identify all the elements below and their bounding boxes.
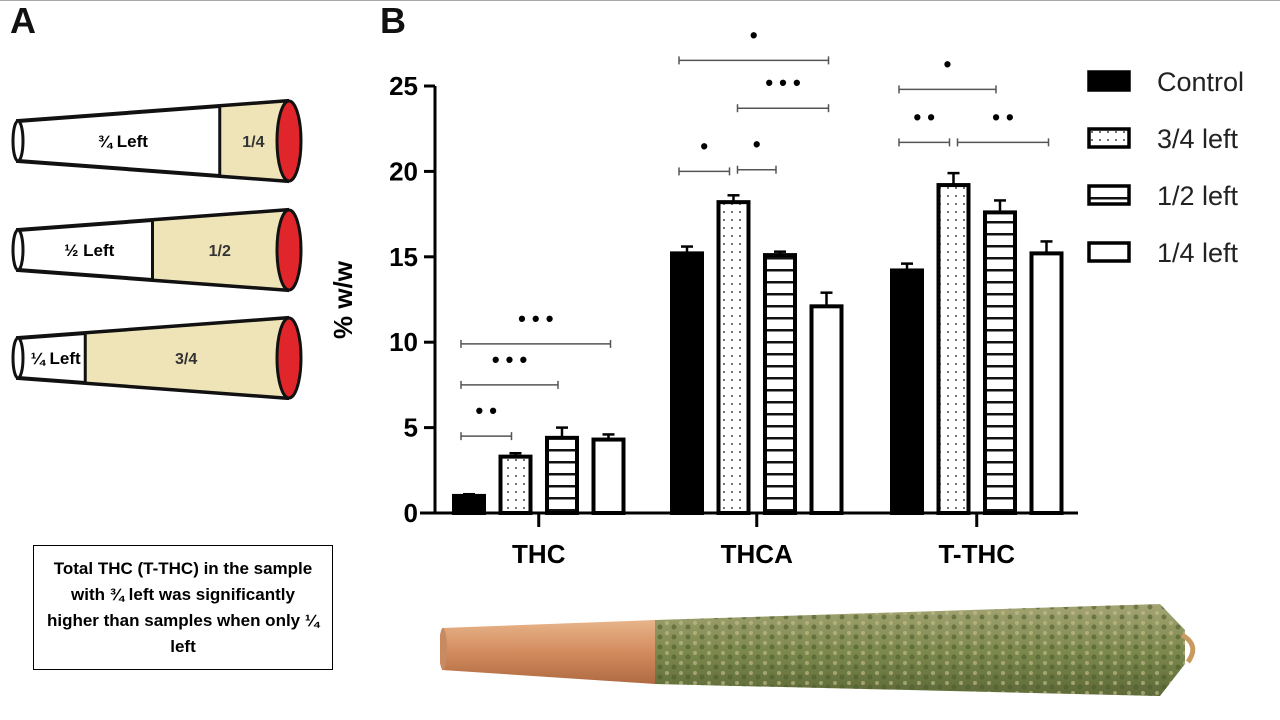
significance-stars: • • bbox=[913, 104, 935, 129]
joint-photo bbox=[439, 600, 1210, 700]
bar-1-4-left-T-THC bbox=[1029, 251, 1064, 515]
lit-tip bbox=[275, 99, 303, 183]
legend-swatch bbox=[1087, 184, 1131, 206]
bar-3-4-left-THCA bbox=[716, 200, 751, 515]
y-tick-label: 10 bbox=[389, 327, 418, 357]
bar-Control-T-THC bbox=[890, 268, 924, 515]
legend-label: 1/2 left bbox=[1157, 181, 1239, 211]
legend-label: 1/4 left bbox=[1157, 238, 1239, 268]
y-tick-label: 0 bbox=[404, 498, 418, 528]
legend-swatch bbox=[1087, 127, 1131, 149]
x-tick-label: THC bbox=[512, 539, 566, 569]
burnt-label: 1/4 bbox=[242, 134, 264, 151]
lit-tip bbox=[275, 208, 303, 292]
lit-tip bbox=[275, 316, 303, 400]
left-label: ¾ Left bbox=[98, 132, 148, 151]
filter-end bbox=[11, 119, 25, 163]
burnt-label: 1/2 bbox=[209, 243, 231, 260]
significance-stars: • bbox=[753, 132, 761, 157]
y-tick-label: 20 bbox=[389, 156, 418, 186]
x-tick-label: THCA bbox=[721, 539, 793, 569]
bar-1-4-left-THC bbox=[591, 437, 626, 515]
y-tick-label: 5 bbox=[404, 413, 418, 443]
legend-label: 3/4 left bbox=[1157, 124, 1239, 154]
y-tick-label: 25 bbox=[389, 71, 418, 101]
significance-stars: • • • bbox=[492, 347, 527, 372]
significance-stars: • bbox=[750, 22, 758, 47]
x-tick-label: T-THC bbox=[938, 539, 1015, 569]
joint-burn-diagram: ¾ Left 1/4 ½ Left 1/2 ¼ Left 3/4 bbox=[11, 98, 303, 400]
cone-1: ¾ Left 1/4 bbox=[11, 98, 303, 184]
significance-stars: • • bbox=[475, 398, 497, 423]
significance-stars: • • • bbox=[765, 70, 800, 95]
bar-3-4-left-THC bbox=[498, 454, 533, 515]
cone-2: ½ Left 1/2 bbox=[11, 207, 303, 293]
bar-Control-THCA bbox=[670, 251, 704, 515]
panel-label-b: B bbox=[380, 0, 406, 41]
legend-swatch bbox=[1087, 70, 1131, 92]
legend-swatch bbox=[1087, 241, 1131, 263]
significance-stars: • • bbox=[992, 104, 1014, 129]
burnt-label: 3/4 bbox=[175, 351, 197, 368]
filter-end bbox=[11, 336, 25, 380]
panel-label-a: A bbox=[10, 0, 36, 41]
filter-end bbox=[11, 228, 25, 272]
left-label: ½ Left bbox=[64, 241, 114, 260]
y-tick-label: 15 bbox=[389, 242, 418, 272]
y-axis-label: % w/w bbox=[328, 260, 358, 339]
bar-1-4-left-THCA bbox=[809, 304, 844, 515]
significance-stars: • bbox=[944, 51, 952, 76]
bar-1-2-left-THCA bbox=[763, 253, 797, 515]
bar-3-4-left-T-THC bbox=[936, 183, 971, 515]
left-label: ¼ Left bbox=[31, 349, 81, 368]
bar-1-2-left-T-THC bbox=[983, 210, 1017, 515]
significance-stars: • bbox=[700, 133, 708, 158]
summary-note: Total THC (T-THC) in the sample with ¾ l… bbox=[33, 545, 333, 670]
significance-stars: • • • bbox=[518, 306, 553, 331]
legend-label: Control bbox=[1157, 67, 1244, 97]
bar-1-2-left-THC bbox=[545, 435, 579, 515]
cone-3: ¼ Left 3/4 bbox=[11, 315, 303, 400]
top-border bbox=[0, 0, 1280, 1]
bar-Control-THC bbox=[452, 493, 486, 516]
bar-chart: 0 5 10 15 20 25 % w/w THC THCA T-THC • • • • • • • •… bbox=[328, 22, 1244, 569]
